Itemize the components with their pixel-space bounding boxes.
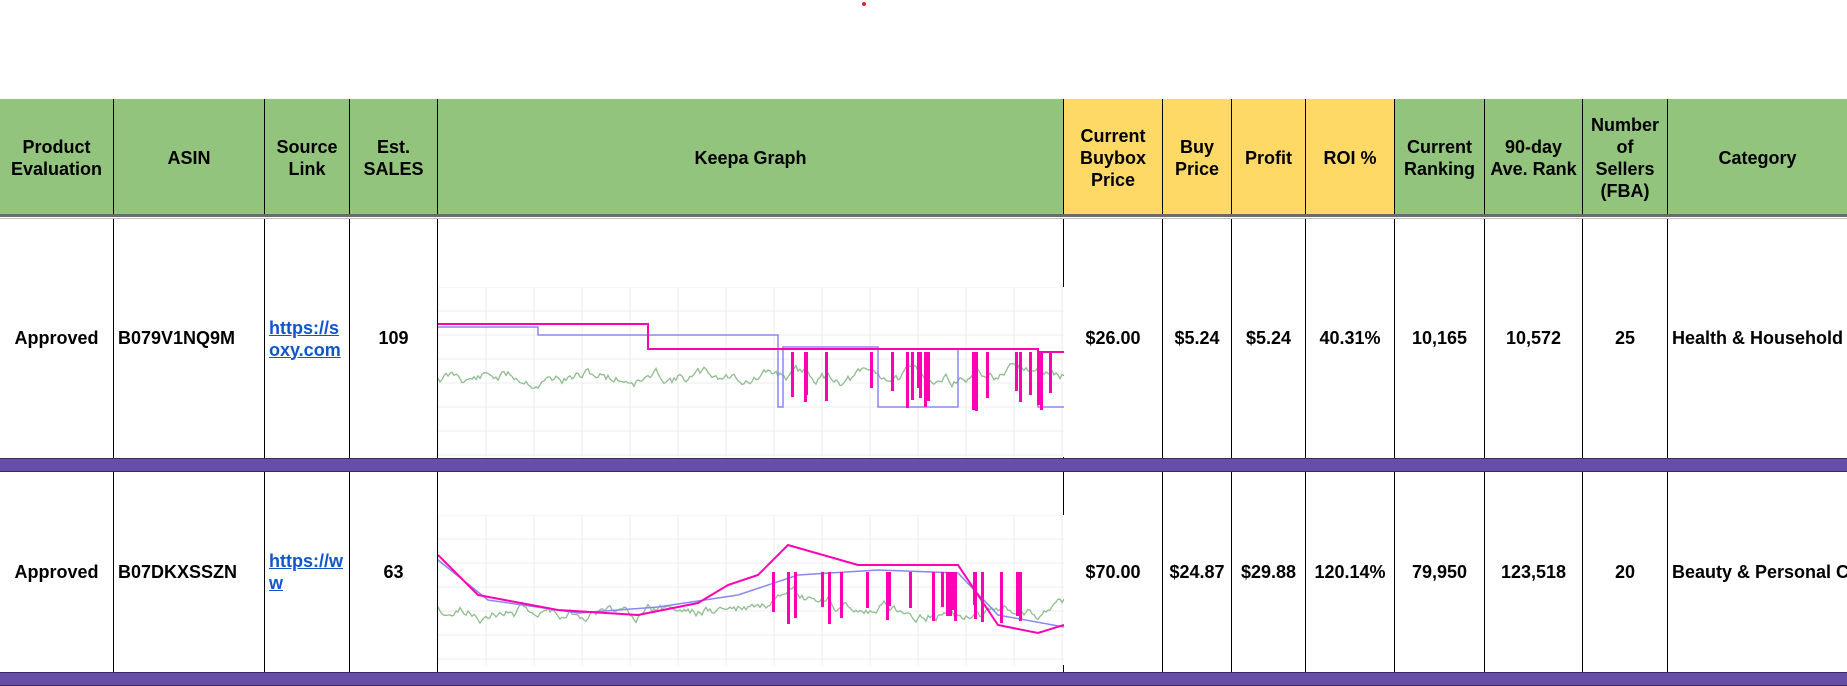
category-cell[interactable]: Health & Household (1672, 328, 1844, 348)
price-spike (919, 352, 922, 398)
avg-rank-cell[interactable]: 123,518 (1485, 472, 1583, 672)
price-spike (886, 572, 889, 620)
header-est-sales[interactable]: Est. SALES (350, 99, 438, 216)
buybox-price-line (438, 323, 1064, 353)
header-number-of-sellers[interactable]: Number of Sellers (FBA) (1583, 99, 1668, 216)
new-price-line (438, 559, 1064, 628)
price-spike (891, 352, 894, 391)
header-asin[interactable]: ASIN (114, 99, 265, 216)
header-profit[interactable]: Profit (1232, 99, 1306, 216)
price-spike (870, 352, 873, 388)
sellers-cell[interactable]: 25 (1583, 219, 1668, 458)
price-spike (888, 572, 891, 606)
price-spike (917, 352, 920, 388)
category-cell[interactable]: Beauty & Personal C (1672, 561, 1847, 582)
sellers-cell[interactable]: 20 (1583, 472, 1668, 672)
source-link[interactable]: https://soxy.com (269, 317, 341, 360)
roi-cell[interactable]: 120.14% (1306, 472, 1395, 672)
asin-cell[interactable]: B07DKXSSZN (114, 472, 265, 672)
row-separator (0, 672, 1847, 686)
price-spike (828, 572, 831, 624)
header-product-evaluation[interactable]: Product Evaluation (0, 99, 114, 216)
row-separator (0, 458, 1847, 472)
price-spike (866, 572, 869, 608)
profit-cell[interactable]: $5.24 (1232, 219, 1306, 458)
est-sales-cell[interactable]: 63 (350, 472, 438, 672)
header-row: Product Evaluation ASIN Source Link Est.… (0, 99, 1847, 216)
price-spike (825, 352, 828, 401)
red-dot-marker (862, 2, 866, 6)
price-spike (911, 352, 914, 400)
avg-rank-cell[interactable]: 10,572 (1485, 219, 1583, 458)
price-spike (1019, 572, 1022, 621)
price-spike (1040, 352, 1043, 410)
keepa-graph-image (438, 515, 1064, 665)
header-keepa-graph[interactable]: Keepa Graph (438, 99, 1064, 216)
price-spike (821, 572, 824, 607)
price-spike (1037, 352, 1040, 405)
buy-price-cell[interactable]: $5.24 (1163, 219, 1232, 458)
price-spike (949, 572, 952, 616)
price-spike (1015, 352, 1018, 391)
source-link-cell[interactable]: https://soxy.com (265, 219, 350, 458)
source-link-cell[interactable]: https://ww (265, 472, 350, 672)
price-spike (986, 352, 989, 398)
price-spike (951, 572, 954, 610)
price-spike (1049, 352, 1052, 393)
profit-cell[interactable]: $29.88 (1232, 472, 1306, 672)
price-spike (794, 572, 797, 618)
header-buy-price[interactable]: Buy Price (1163, 99, 1232, 216)
price-spike (972, 352, 975, 410)
price-spike (906, 352, 909, 408)
price-spike (941, 572, 944, 607)
price-spike (1019, 352, 1022, 402)
price-spike (975, 352, 978, 411)
roi-cell[interactable]: 40.31% (1306, 219, 1395, 458)
price-spike (932, 572, 935, 621)
price-spike (772, 572, 775, 612)
price-spike (946, 572, 949, 616)
table-row: Approved B07DKXSSZN https://ww 63 $70.00… (0, 472, 1847, 672)
price-spike (1016, 572, 1019, 616)
header-current-ranking[interactable]: Current Ranking (1395, 99, 1485, 216)
price-spike (954, 572, 957, 621)
price-spike (840, 572, 843, 618)
est-sales-cell[interactable]: 109 (350, 219, 438, 458)
asin-cell[interactable]: B079V1NQ9M (114, 219, 265, 458)
new-price-line (438, 326, 1064, 408)
rank-line (438, 363, 1064, 389)
price-spike (981, 572, 984, 622)
source-link[interactable]: https://ww (269, 551, 343, 593)
evaluation-cell[interactable]: Approved (0, 472, 114, 672)
price-spike (927, 352, 930, 401)
header-source-link[interactable]: Source Link (265, 99, 350, 216)
buy-price-cell[interactable]: $24.87 (1163, 472, 1232, 672)
keepa-graph-image (438, 287, 1064, 457)
price-spike (787, 572, 790, 624)
price-spike (924, 352, 927, 407)
current-ranking-cell[interactable]: 79,950 (1395, 472, 1485, 672)
price-spike (1000, 572, 1003, 623)
price-spike (974, 572, 977, 619)
price-spike (791, 352, 794, 397)
evaluation-cell[interactable]: Approved (0, 219, 114, 458)
header-category[interactable]: Category (1668, 99, 1847, 216)
header-border (0, 214, 1847, 217)
buybox-cell[interactable]: $26.00 (1064, 219, 1163, 458)
header-current-buybox-price[interactable]: Current Buybox Price (1064, 99, 1163, 216)
price-spike (909, 572, 912, 608)
rank-line (438, 585, 1064, 625)
price-spike (804, 352, 807, 402)
buybox-price-line (438, 543, 1064, 635)
current-ranking-cell[interactable]: 10,165 (1395, 219, 1485, 458)
price-spike (1029, 352, 1032, 395)
header-border-shadow (0, 218, 1847, 219)
buybox-cell[interactable]: $70.00 (1064, 472, 1163, 672)
header-roi[interactable]: ROI % (1306, 99, 1395, 216)
header-90day-avg-rank[interactable]: 90-day Ave. Rank (1485, 99, 1583, 216)
